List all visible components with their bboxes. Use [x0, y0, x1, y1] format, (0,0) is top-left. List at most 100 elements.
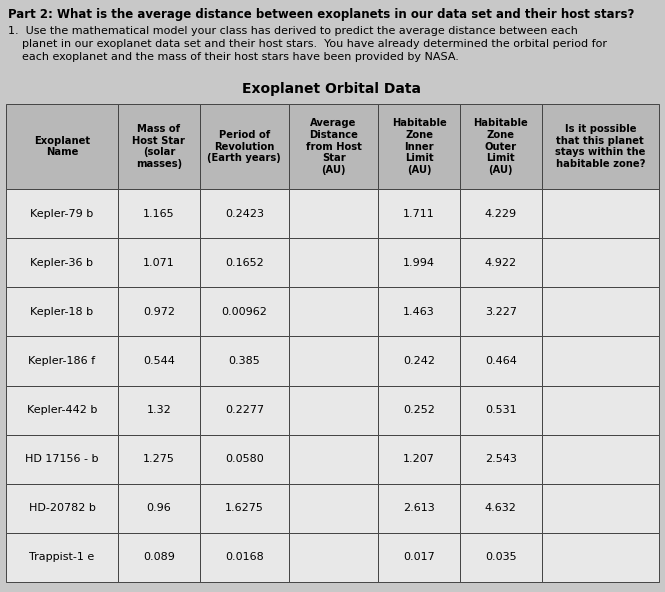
Text: Habitable
Zone
Outer
Limit
(AU): Habitable Zone Outer Limit (AU) [473, 118, 528, 175]
Bar [118, 533, 200, 582]
Bar [200, 287, 289, 336]
Bar [6, 533, 118, 582]
Bar [542, 385, 659, 435]
Text: 4.229: 4.229 [485, 208, 517, 218]
Bar [542, 435, 659, 484]
Text: Is it possible
that this planet
stays within the
habitable zone?: Is it possible that this planet stays wi… [555, 124, 646, 169]
Bar [460, 336, 542, 385]
Bar [460, 104, 542, 189]
Text: Mass of
Host Star
(solar
masses): Mass of Host Star (solar masses) [132, 124, 186, 169]
Text: 0.242: 0.242 [403, 356, 435, 366]
Text: 1.994: 1.994 [403, 258, 435, 268]
Bar [460, 533, 542, 582]
Text: Exoplanet
Name: Exoplanet Name [34, 136, 90, 157]
Bar [542, 484, 659, 533]
Text: Average
Distance
from Host
Star
(AU): Average Distance from Host Star (AU) [306, 118, 362, 175]
Bar [289, 238, 378, 287]
Bar [460, 238, 542, 287]
Text: 1.463: 1.463 [403, 307, 435, 317]
Text: HD 17156 - b: HD 17156 - b [25, 454, 98, 464]
Text: Part 2: What is the average distance between exoplanets in our data set and thei: Part 2: What is the average distance bet… [8, 8, 634, 21]
Bar [378, 287, 460, 336]
Bar [118, 189, 200, 238]
Text: 0.544: 0.544 [143, 356, 175, 366]
Bar [378, 104, 460, 189]
Bar [6, 287, 118, 336]
Text: Kepler-79 b: Kepler-79 b [31, 208, 94, 218]
Bar [289, 435, 378, 484]
Bar [200, 238, 289, 287]
Bar [542, 336, 659, 385]
Bar [542, 104, 659, 189]
Text: 0.972: 0.972 [143, 307, 175, 317]
Text: 1.711: 1.711 [403, 208, 435, 218]
Bar [460, 484, 542, 533]
Text: 4.922: 4.922 [485, 258, 517, 268]
Bar [200, 189, 289, 238]
Bar [289, 533, 378, 582]
Text: 0.00962: 0.00962 [221, 307, 267, 317]
Bar [460, 385, 542, 435]
Text: 0.96: 0.96 [146, 503, 171, 513]
Text: 0.531: 0.531 [485, 405, 517, 415]
Bar [200, 484, 289, 533]
Text: 0.0168: 0.0168 [225, 552, 264, 562]
Bar [542, 189, 659, 238]
Text: Kepler-18 b: Kepler-18 b [31, 307, 94, 317]
Bar [378, 336, 460, 385]
Bar [378, 238, 460, 287]
Bar [378, 189, 460, 238]
Bar [6, 484, 118, 533]
Bar [118, 435, 200, 484]
Text: planet in our exoplanet data set and their host stars.  You have already determi: planet in our exoplanet data set and the… [8, 39, 607, 49]
Text: Kepler-36 b: Kepler-36 b [31, 258, 94, 268]
Bar [378, 385, 460, 435]
Bar [542, 238, 659, 287]
Text: 0.017: 0.017 [403, 552, 435, 562]
Text: 0.0580: 0.0580 [225, 454, 264, 464]
Bar [118, 104, 200, 189]
Text: 0.385: 0.385 [229, 356, 260, 366]
Text: 0.464: 0.464 [485, 356, 517, 366]
Text: Exoplanet Orbital Data: Exoplanet Orbital Data [243, 82, 422, 96]
Text: 2.543: 2.543 [485, 454, 517, 464]
Text: HD-20782 b: HD-20782 b [29, 503, 96, 513]
Text: 2.613: 2.613 [403, 503, 435, 513]
Text: 0.2277: 0.2277 [225, 405, 264, 415]
Bar [460, 287, 542, 336]
Text: Kepler-186 f: Kepler-186 f [29, 356, 96, 366]
Bar [118, 238, 200, 287]
Bar [460, 435, 542, 484]
Text: 1.  Use the mathematical model your class has derived to predict the average dis: 1. Use the mathematical model your class… [8, 26, 578, 36]
Bar [200, 336, 289, 385]
Bar [289, 287, 378, 336]
Bar [289, 385, 378, 435]
Bar [118, 336, 200, 385]
Bar [6, 336, 118, 385]
Bar [6, 238, 118, 287]
Bar [542, 287, 659, 336]
Text: Kepler-442 b: Kepler-442 b [27, 405, 97, 415]
Bar [200, 533, 289, 582]
Text: Period of
Revolution
(Earth years): Period of Revolution (Earth years) [207, 130, 281, 163]
Bar [289, 189, 378, 238]
Text: 0.1652: 0.1652 [225, 258, 264, 268]
Bar [542, 533, 659, 582]
Text: 1.207: 1.207 [403, 454, 435, 464]
Text: 1.165: 1.165 [143, 208, 175, 218]
Bar [118, 385, 200, 435]
Text: 1.32: 1.32 [146, 405, 171, 415]
Bar [200, 435, 289, 484]
Bar [118, 484, 200, 533]
Text: each exoplanet and the mass of their host stars have been provided by NASA.: each exoplanet and the mass of their hos… [8, 52, 459, 62]
Bar [289, 336, 378, 385]
Text: 0.252: 0.252 [403, 405, 435, 415]
Text: 0.2423: 0.2423 [225, 208, 264, 218]
Bar [6, 104, 118, 189]
Bar [378, 435, 460, 484]
Text: Trappist-1 e: Trappist-1 e [29, 552, 94, 562]
Text: 1.6275: 1.6275 [225, 503, 264, 513]
Bar [289, 484, 378, 533]
Bar [378, 484, 460, 533]
Text: Habitable
Zone
Inner
Limit
(AU): Habitable Zone Inner Limit (AU) [392, 118, 446, 175]
